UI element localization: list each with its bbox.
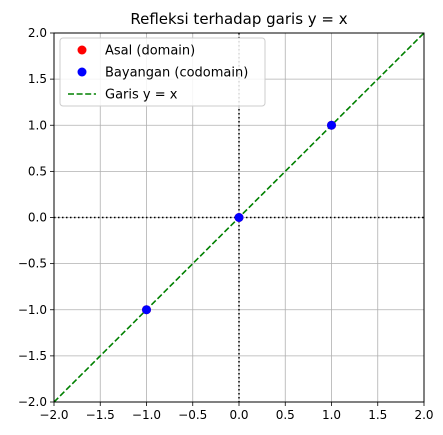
x-tick-label: −1.0 bbox=[132, 408, 161, 422]
x-tick-label: 0.0 bbox=[229, 408, 248, 422]
legend-marker-1 bbox=[77, 67, 87, 77]
y-tick-label: −1.0 bbox=[18, 303, 47, 317]
x-tick-label: 2.0 bbox=[414, 408, 433, 422]
legend-box bbox=[59, 37, 266, 107]
x-tick-label: 0.5 bbox=[276, 408, 295, 422]
legend-label-1: Bayangan (codomain) bbox=[105, 66, 248, 81]
x-tick-label: 1.0 bbox=[322, 408, 341, 422]
plot-series bbox=[53, 32, 425, 403]
chart-title: Refleksi terhadap garis y = x bbox=[130, 10, 347, 28]
y-tick-label: −2.0 bbox=[18, 395, 47, 409]
y-tick-label: −0.5 bbox=[18, 257, 47, 271]
y-tick-label: 0.5 bbox=[28, 164, 47, 178]
x-tick-label: −1.5 bbox=[86, 408, 115, 422]
series-1-point-0 bbox=[142, 305, 151, 315]
y-tick-label: 1.0 bbox=[28, 118, 47, 132]
x-tick-label: −0.5 bbox=[178, 408, 207, 422]
legend-label-0: Asal (domain) bbox=[105, 44, 195, 59]
legend-label-2: Garis y = x bbox=[105, 88, 178, 103]
y-tick-label: 1.5 bbox=[28, 72, 47, 86]
legend: Asal (domain) Bayangan (codomain) Garis y … bbox=[59, 37, 266, 107]
x-tick-label: 1.5 bbox=[368, 408, 387, 422]
y-tick-label: −1.5 bbox=[18, 349, 47, 363]
series-1-point-2 bbox=[327, 120, 336, 130]
axis-ticks: −2.0 −1.5 −1.0 −0.5 0.0 0.5 1.0 1.5 2.0 −2.0 −1.5 −… bbox=[18, 26, 434, 422]
y-tick-label: 0.0 bbox=[28, 211, 47, 225]
y-tick-label: 2.0 bbox=[28, 26, 47, 40]
legend-marker-0 bbox=[77, 45, 87, 55]
series-1-point-1 bbox=[234, 213, 244, 222]
x-tick-label: −2.0 bbox=[39, 408, 68, 422]
